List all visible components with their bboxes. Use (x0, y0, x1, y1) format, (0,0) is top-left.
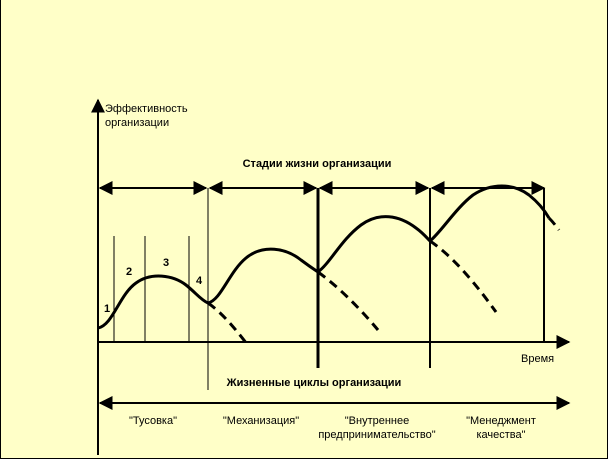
y-axis-label-line-2: организации (105, 117, 169, 129)
cycle-number-4: 4 (196, 275, 203, 287)
stage-name-2: "Механизация" (223, 415, 299, 427)
decline-tail-3 (429, 239, 498, 313)
stage-name-3-line-1: "Внутреннее (345, 415, 409, 427)
stage-name-4-line-1: "Менеджмент (466, 415, 536, 427)
stage-name-1: "Тусовка" (129, 415, 177, 427)
life-cycles-title: Жизненные циклы организации (226, 377, 402, 389)
stage-name-3-line-2: предпринимательство" (318, 429, 435, 441)
cycle-number-3: 3 (163, 257, 169, 269)
stages-title: Стадии жизни организации (243, 158, 392, 170)
decline-tail-1 (207, 301, 249, 345)
cycle-number-2: 2 (126, 266, 132, 278)
decline-tail-4 (547, 216, 561, 231)
cycle-number-1: 1 (104, 303, 110, 315)
x-axis-label: Время (521, 353, 554, 365)
growth-curve (97, 184, 551, 330)
stage-name-4-line-2: качества" (476, 429, 525, 441)
decline-tail-2 (317, 270, 380, 331)
y-axis-label-line-1: Эффективность (105, 103, 188, 115)
